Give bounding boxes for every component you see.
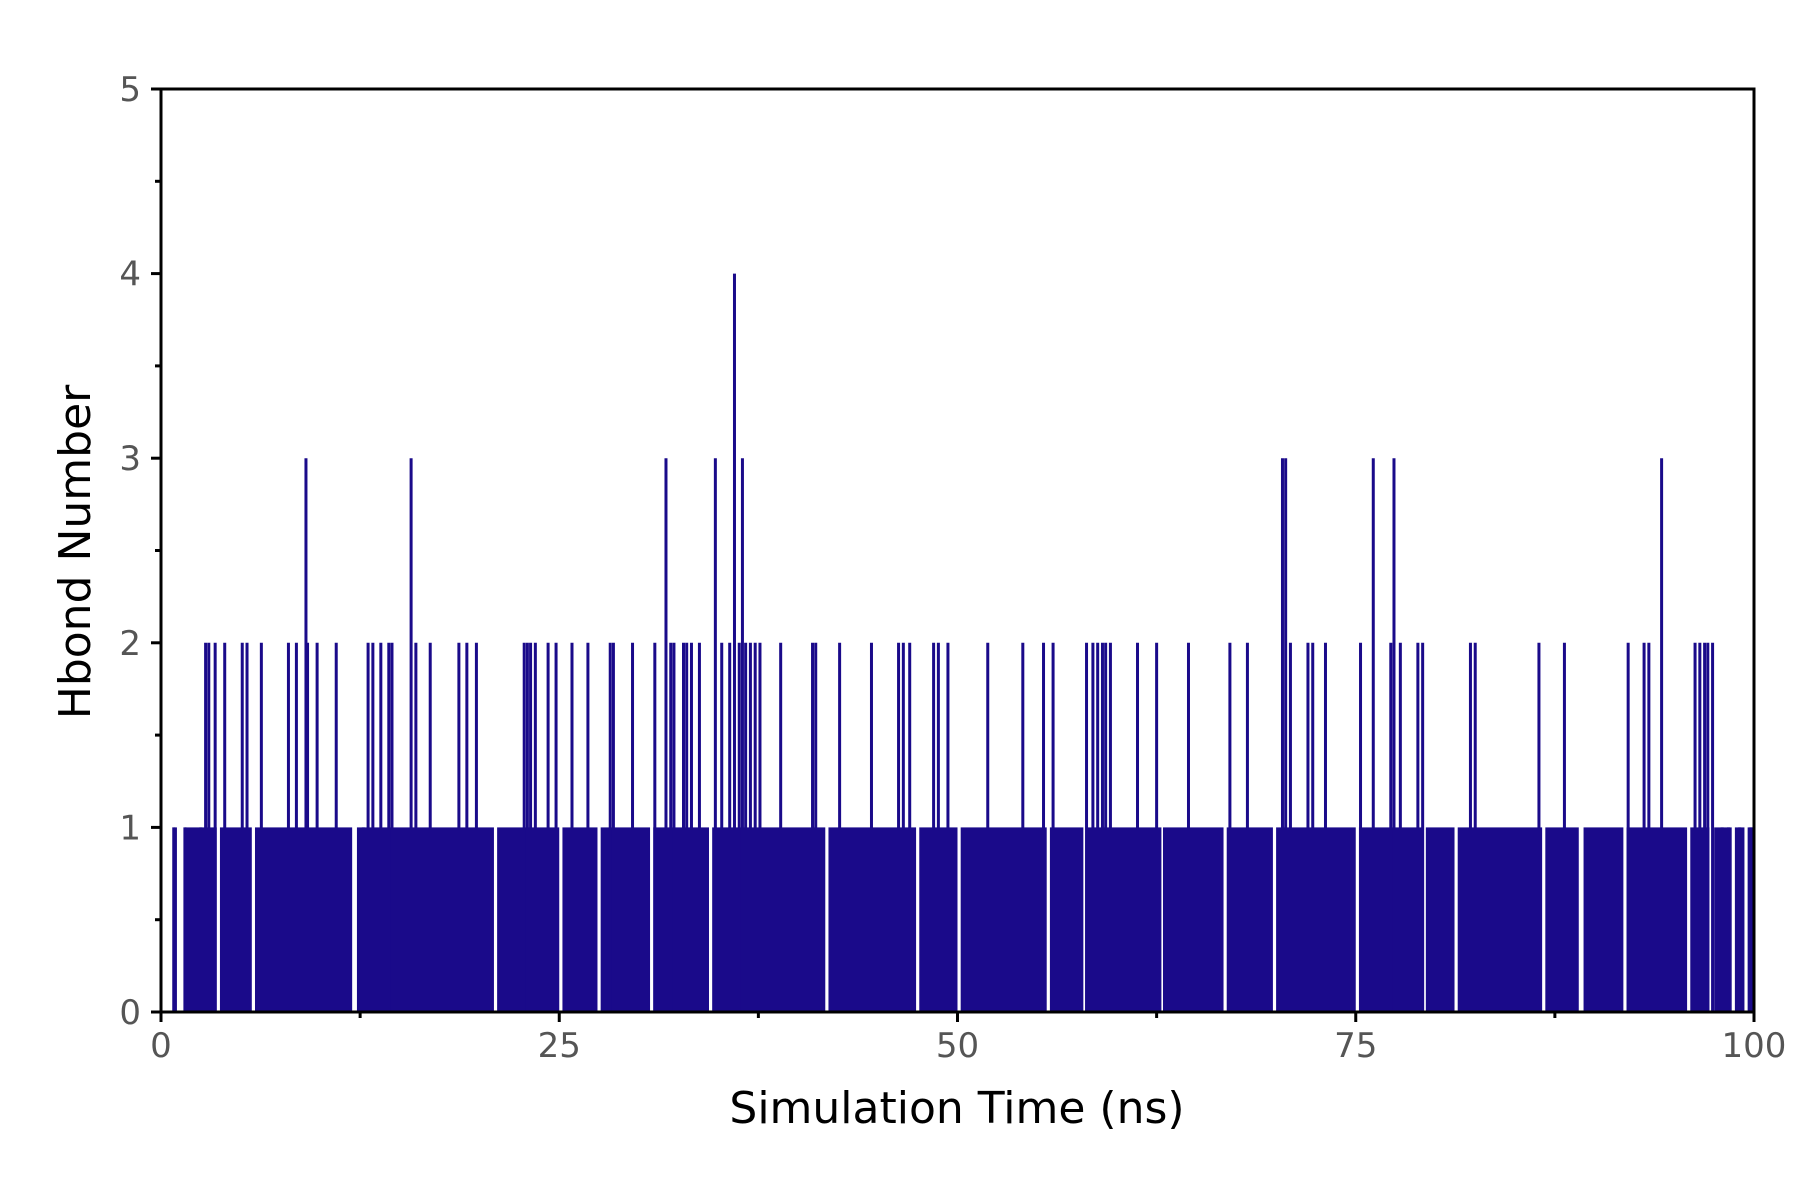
y-tick-label: 0 [119,993,141,1033]
y-tick-label: 3 [119,439,141,479]
x-tick-label: 50 [936,1026,979,1066]
y-tick-label: 2 [119,624,141,664]
baseline-band-segment [600,827,651,1012]
baseline-band-segment [173,827,177,1012]
baseline-band-segment [1626,827,1688,1012]
x-axis-title: Simulation Time (ns) [729,1083,1184,1134]
y-tick-label: 5 [119,70,141,110]
x-tick-label: 25 [538,1026,581,1066]
y-axis: 0 1 2 3 4 5 [119,70,161,1033]
y-axis-title: Hbond Number [50,384,101,719]
baseline-band-segment [1162,827,1224,1012]
baseline-band-segment [1276,827,1356,1012]
baseline-band-segment [1545,827,1579,1012]
baseline-band-segment [1049,827,1084,1012]
y-tick-label: 1 [119,808,141,848]
x-tick-label: 0 [150,1026,172,1066]
baseline-band-segment [1226,827,1273,1012]
x-tick-label: 75 [1334,1026,1377,1066]
baseline-band-segment [1583,827,1624,1012]
x-tick-label: 100 [1722,1026,1787,1066]
baseline-band-segment [1425,827,1455,1012]
x-axis: 0 25 50 75 100 [150,1012,1786,1066]
baseline-band-segment [356,827,494,1012]
y-tick-label: 4 [119,255,141,295]
plot-area [172,273,1754,1012]
baseline-band-segment [960,827,1047,1012]
baseline-band-segment [562,827,598,1012]
